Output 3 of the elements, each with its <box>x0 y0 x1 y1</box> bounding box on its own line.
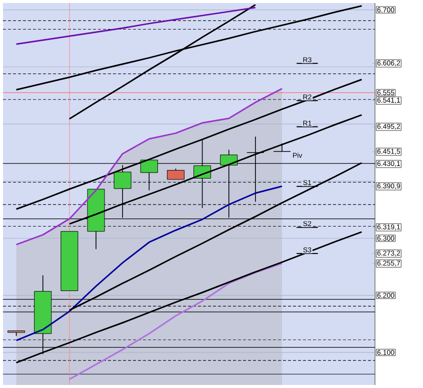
candlestick <box>166 168 184 180</box>
line-series <box>68 262 283 380</box>
line-series <box>16 186 283 342</box>
